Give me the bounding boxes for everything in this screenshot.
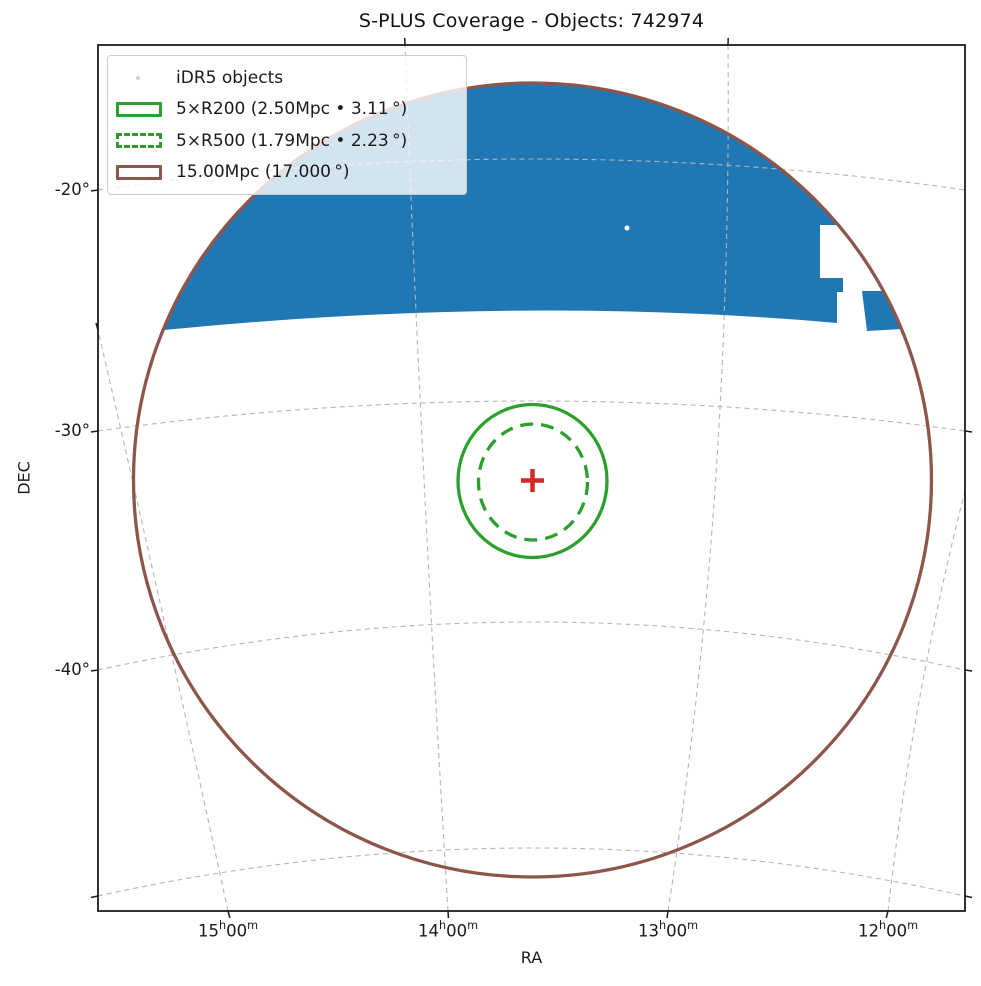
radius-15mpc-circle <box>131 81 934 879</box>
legend-label: 5×R500 (1.79Mpc • 2.23 °) <box>176 130 408 151</box>
y-tick-label: -20° <box>54 180 90 199</box>
y-tick-mark <box>90 669 99 672</box>
x-tick-label: 13h00m <box>637 918 699 941</box>
scatter-marker-icon <box>136 75 140 80</box>
x-tick-mark <box>227 910 231 919</box>
plot-title: S-PLUS Coverage - Objects: 742974 <box>358 10 705 32</box>
y-tick-label: -30° <box>54 421 90 440</box>
legend-item-idr5-objects: iDR5 objects <box>116 62 456 94</box>
r200-circle <box>456 402 609 560</box>
coverage-gap-dot <box>624 225 630 231</box>
y-tick-mark <box>90 895 99 899</box>
x-tick-mark <box>666 910 669 919</box>
legend-item-r200: 5×R200 (2.50Mpc • 3.11 °) <box>116 94 456 126</box>
y-tick-mark <box>964 430 973 433</box>
r500-circle <box>476 422 590 542</box>
y-tick-label: -40° <box>54 660 90 679</box>
center-plus-marker <box>521 469 544 492</box>
x-tick-mark <box>885 910 889 919</box>
coverage-region-patch <box>862 291 901 331</box>
y-tick-mark <box>964 895 973 899</box>
legend-item-r500: 5×R500 (1.79Mpc • 2.23 °) <box>116 125 456 157</box>
dec-gridline <box>98 847 965 897</box>
y-tick-mark <box>90 430 99 433</box>
legend-label: iDR5 objects <box>176 67 284 88</box>
y-axis-label: DEC <box>14 461 34 495</box>
x-tick-label: 14h00m <box>417 918 479 941</box>
ra-gridline <box>667 45 729 911</box>
y-tick-mark <box>964 669 973 672</box>
legend-box: iDR5 objects 5×R200 (2.50Mpc • 3.11 °) 5… <box>107 55 467 195</box>
ra-gridline <box>887 488 965 911</box>
x-tick-label: 15h00m <box>197 918 259 941</box>
y-tick-mark <box>90 189 99 192</box>
solid-green-line-icon <box>116 101 162 117</box>
axes-frame-group <box>90 37 973 919</box>
dec-gridline <box>98 621 965 671</box>
legend-label: 5×R200 (2.50Mpc • 3.11 °) <box>176 99 408 120</box>
legend-item-15mpc: 15.00Mpc (17.000 °) <box>116 157 456 189</box>
dec-gridline <box>98 400 965 432</box>
axes-frame <box>97 44 966 912</box>
y-tick-mark <box>95 322 99 331</box>
solid-brown-line-icon <box>116 164 162 180</box>
x-axis-label: RA <box>520 948 543 967</box>
dashed-green-line-icon <box>116 133 162 149</box>
ra-gridline <box>98 329 229 911</box>
x-tick-label: 12h00m <box>857 918 919 941</box>
legend-label: 15.00Mpc (17.000 °) <box>176 162 350 183</box>
